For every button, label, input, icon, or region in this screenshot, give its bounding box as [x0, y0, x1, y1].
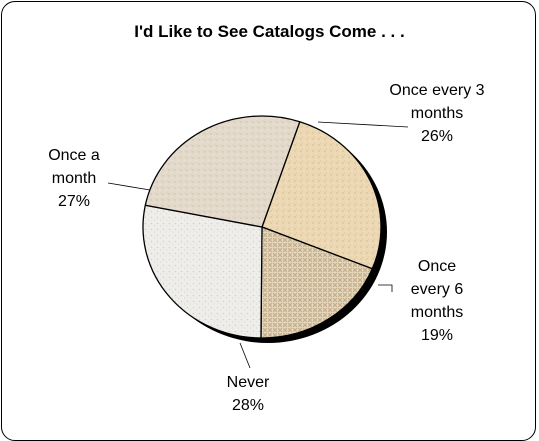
slice-label: Once every 6 months 19% — [411, 258, 464, 344]
pie-slice — [260, 226, 374, 339]
slice-percent-label: 26% — [421, 128, 453, 145]
slice-label: Never 28% — [227, 374, 270, 414]
pie-chart: Once every 3 months 26% Once every 6 months 19… — [48, 82, 484, 414]
slice-percent-label: 28% — [232, 397, 264, 414]
pie-slice — [261, 120, 382, 270]
slice-percent-label: 27% — [58, 193, 90, 210]
slice-percent-label: 19% — [421, 327, 453, 344]
leader-line — [239, 342, 251, 369]
slice-label: Once a month 27% — [48, 147, 100, 210]
leader-line — [317, 121, 409, 128]
slice-label: Once every 3 months 26% — [389, 82, 484, 145]
slice-category-label: month — [52, 170, 96, 187]
slice-category-label: Once — [418, 258, 456, 275]
slice-category-label: Once every 3 — [389, 82, 484, 99]
slice-category-label: months — [411, 105, 463, 122]
leader-line — [378, 284, 393, 292]
slice-category-label: months — [411, 304, 463, 321]
slice-category-label: every 6 — [411, 281, 464, 298]
pie-slice — [144, 115, 301, 228]
pie-slice — [142, 204, 263, 339]
leader-line — [107, 182, 151, 191]
slice-category-label: Once a — [48, 147, 100, 164]
slice-category-label: Never — [227, 374, 270, 391]
chart-title: I'd Like to See Catalogs Come . . . — [134, 22, 405, 41]
